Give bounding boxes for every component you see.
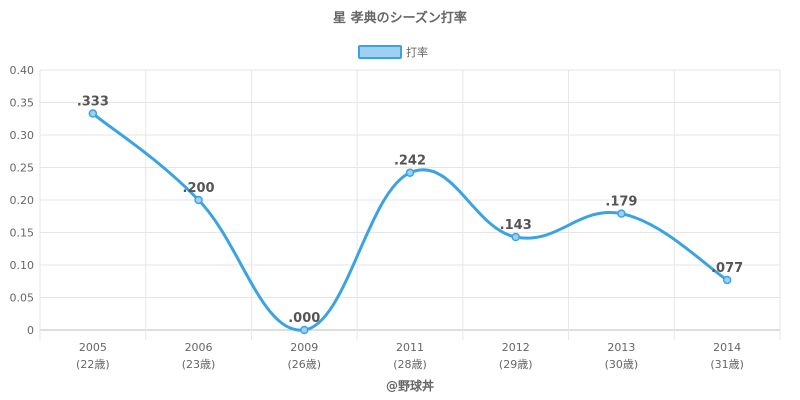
data-label: .242 [394, 154, 426, 169]
y-tick-label: 0.35 [10, 97, 35, 110]
y-tick-label: 0.05 [10, 292, 35, 305]
y-tick-label: 0.10 [10, 259, 35, 272]
x-tick-label: 2014 [713, 341, 741, 354]
data-point [405, 168, 415, 177]
y-grid [40, 69, 780, 331]
x-tick-sublabel: (30歳) [605, 358, 639, 371]
x-tick-sublabel: (26歳) [287, 358, 321, 371]
x-tick-sublabel: (23歳) [182, 358, 216, 371]
x-tick-label: 2013 [607, 341, 635, 354]
data-label: .179 [605, 195, 637, 210]
x-tick-sublabel: (31歳) [710, 358, 744, 371]
data-point [511, 232, 520, 242]
legend-swatch [358, 45, 402, 59]
x-tick-label: 2011 [396, 341, 424, 354]
x-tick-sublabel: (29歳) [499, 358, 533, 371]
y-tick-label: 0.15 [10, 227, 35, 240]
chart-title: 星 孝典のシーズン打率 [333, 10, 467, 26]
x-tick-label: 2006 [185, 341, 213, 354]
x-tick-label: 2012 [502, 341, 530, 354]
x-tick-labels: 2005 (22歳) 2006 (23歳) 2009 (26歳) 2011 (28歳) 2012… [76, 341, 744, 371]
y-tick-label: 0.30 [10, 129, 35, 142]
x-tick-sublabel: (28歳) [393, 358, 427, 371]
x-tick-sublabel: (22歳) [76, 358, 110, 371]
x-tick-label: 2009 [290, 341, 318, 354]
data-label: .200 [183, 181, 215, 196]
data-point [88, 109, 98, 118]
y-tick-label: 0 [27, 324, 34, 337]
x-tick-label: 2005 [79, 341, 107, 354]
data-point [722, 275, 732, 285]
data-label: .077 [711, 261, 743, 276]
data-point [194, 195, 203, 205]
data-point [617, 209, 626, 218]
x-grid [39, 70, 781, 340]
data-label: .333 [77, 95, 109, 110]
data-labels: .333 .200 .000 .242 .143 .179 .077 [77, 95, 743, 326]
legend: 打率 [358, 45, 428, 59]
credit-label: @野球丼 [386, 378, 434, 393]
data-point [300, 325, 309, 335]
y-tick-label: 0.25 [10, 162, 35, 175]
data-label: .000 [288, 311, 320, 326]
y-tick-labels: 0 0.05 0.10 0.15 0.20 0.25 0.30 0.35 0.40 [10, 64, 35, 337]
legend-label: 打率 [406, 45, 428, 59]
data-points [88, 109, 732, 335]
y-tick-label: 0.20 [10, 194, 35, 207]
y-tick-label: 0.40 [10, 64, 35, 77]
data-label: .143 [500, 218, 532, 233]
